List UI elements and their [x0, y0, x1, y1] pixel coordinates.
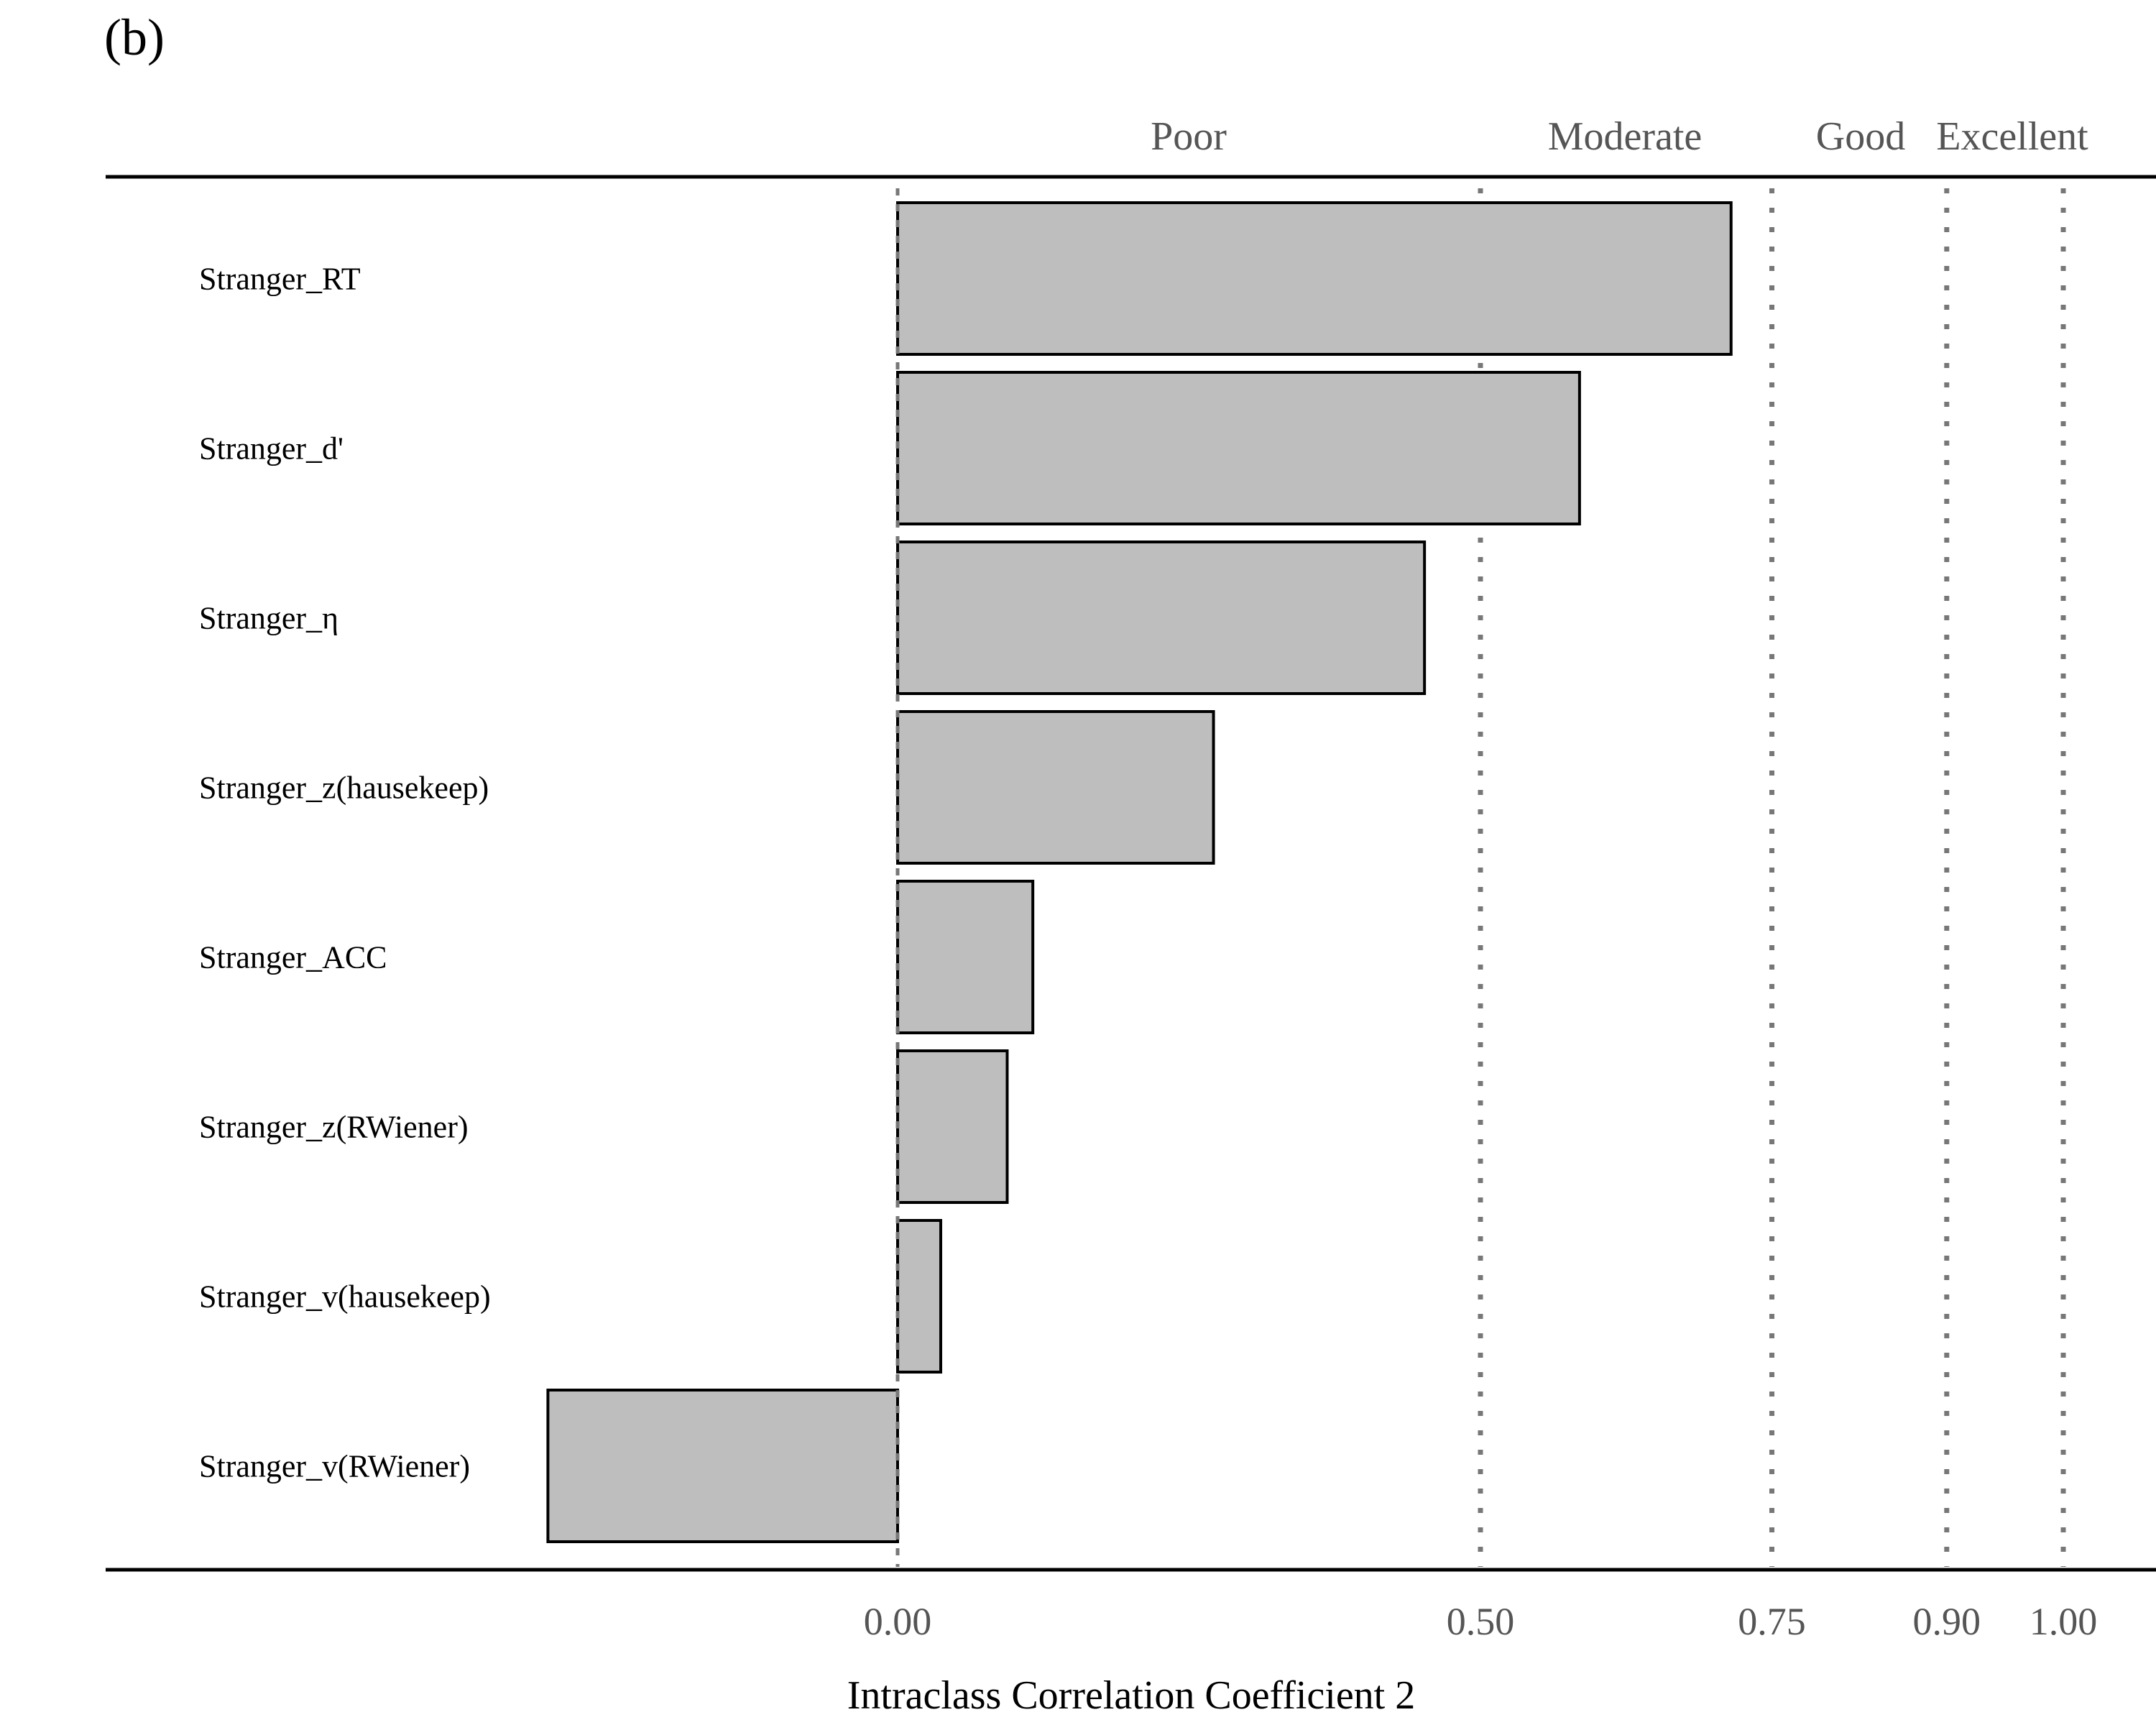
x-tick-label: 0.90: [1913, 1600, 1981, 1643]
category-labels: Stranger_RT Stranger_d' Stranger_η Stranger…: [199, 262, 491, 1484]
band-label-moderate: Moderate: [1548, 114, 1703, 159]
panel-label: (b): [104, 9, 165, 66]
band-labels: Poor Moderate Good Excellent: [1151, 114, 2088, 159]
category-label: Stranger_RT: [199, 262, 361, 297]
category-label: Stranger_z(RWiener): [199, 1110, 469, 1145]
category-label: Stranger_d': [199, 431, 344, 466]
bar: [896, 371, 1581, 525]
x-tick-label: 0.00: [864, 1600, 932, 1643]
bar: [546, 1389, 900, 1543]
x-axis-title: Intraclass Correlation Coefficient 2: [847, 1673, 1415, 1718]
band-label-excellent: Excellent: [1936, 114, 2088, 159]
x-tick-label: 0.75: [1738, 1600, 1806, 1643]
x-tick-label: 1.00: [2030, 1600, 2098, 1643]
band-label-poor: Poor: [1151, 114, 1227, 159]
reference-lines: [1478, 188, 2066, 1567]
bar: [896, 710, 1215, 865]
bar: [896, 1049, 1009, 1204]
bars: [546, 201, 1733, 1543]
category-label: Stranger_v(RWiener): [199, 1449, 470, 1484]
category-label: Stranger_v(hausekeep): [199, 1279, 491, 1315]
bar: [896, 540, 1427, 695]
bar: [896, 1219, 943, 1374]
x-tick-labels: 0.00 0.50 0.75 0.90 1.00: [864, 1600, 2098, 1643]
bar: [896, 880, 1035, 1034]
category-label: Stranger_η: [199, 601, 338, 636]
bar: [896, 201, 1733, 356]
category-label: Stranger_ACC: [199, 940, 387, 975]
x-tick-label: 0.50: [1447, 1600, 1515, 1643]
band-label-good: Good: [1816, 114, 1905, 159]
category-label: Stranger_z(hausekeep): [199, 770, 489, 806]
